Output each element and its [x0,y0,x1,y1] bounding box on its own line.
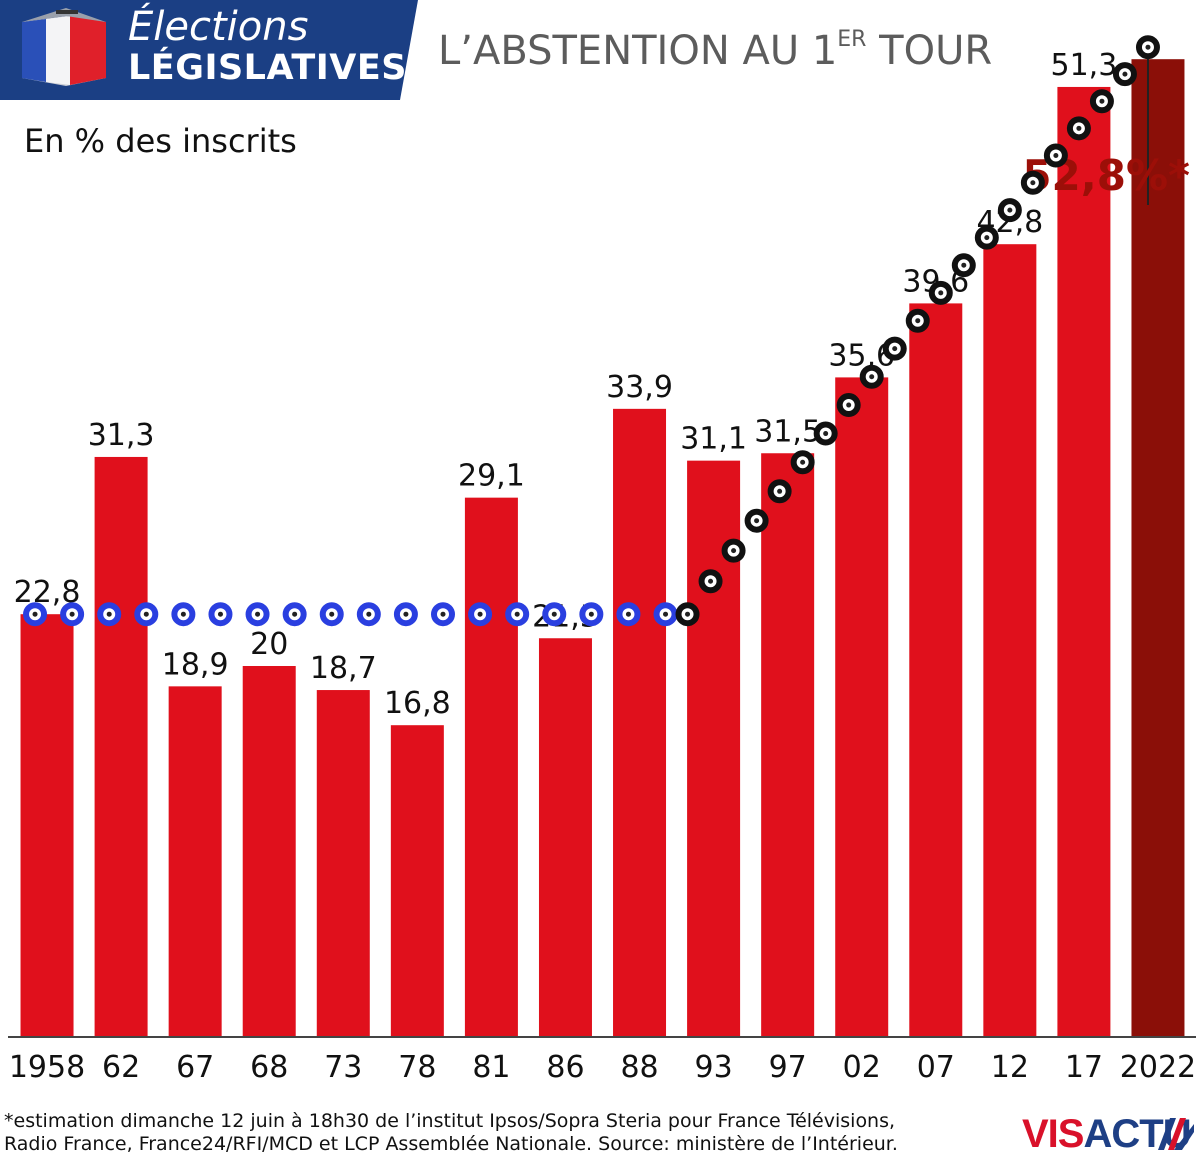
value-label: 29,1 [458,459,525,494]
trend-dot-center [984,235,990,241]
trend-dot-center [106,611,112,617]
value-label: 33,9 [606,370,673,405]
trend-dot-center [892,346,898,352]
value-label: 31,5 [754,414,821,449]
value-label: 18,9 [162,647,229,682]
footnote-line1: *estimation dimanche 12 juin à 18h30 de … [4,1110,896,1132]
x-tick-label: 97 [769,1050,807,1085]
trend-dot-center [1007,207,1013,213]
trend-dot-center [777,488,783,494]
title-main: L’ABSTENTION AU 1 [438,28,838,74]
bar-chart: 1958 62 67 68 73 78 81 86 88 93 97 02 07 12 17 202222,8… [8,35,1196,1085]
trend-dot-center [800,459,806,465]
x-tick-label: 67 [176,1050,214,1085]
trend-dot-center [625,611,631,617]
trend-dot-center [938,290,944,296]
value-label: 18,7 [310,651,377,686]
value-label: 51,3 [1051,48,1118,83]
bar-1958 [20,614,74,1036]
bar-02 [835,377,889,1036]
footnote-line2: Radio France, France24/RFI/MCD et LCP As… [4,1133,898,1155]
trend-dot-center [440,611,446,617]
bar-97 [761,453,815,1036]
value-label: 31,3 [88,418,155,453]
trend-dot-center [217,611,223,617]
trend-dot-center [1145,44,1151,50]
logo-flag-icon [1158,1118,1194,1150]
trend-dot-center [1122,71,1128,77]
bar-62 [94,456,148,1036]
x-tick-label: 02 [843,1050,881,1085]
ballot-box-icon [22,8,106,86]
bar-78 [390,725,444,1036]
bar-12 [983,244,1037,1036]
bar-88 [613,408,667,1037]
trend-dot-center [292,611,298,617]
value-label: 31,1 [680,422,747,457]
trend-dot-center [708,578,714,584]
x-tick-label: 73 [324,1050,362,1085]
logo-part1: VIS [1022,1112,1084,1156]
trend-dot-center [32,611,38,617]
badge-background [0,0,418,100]
header-badge: Élections LÉGISLATIVES [0,0,418,100]
trend-dot-center [143,611,149,617]
trend-dot-center [69,611,75,617]
x-tick-label: 81 [472,1050,510,1085]
bar-17 [1057,86,1111,1036]
badge-title-line2: LÉGISLATIVES [128,48,407,88]
title-superscript: ER [837,26,867,52]
x-tick-label: 12 [991,1050,1029,1085]
x-tick-label: 93 [695,1050,733,1085]
bar-81 [464,497,518,1036]
trend-dot-center [1076,125,1082,131]
trend-dot-center [754,518,760,524]
trend-dot-center [329,611,335,617]
value-label: 20 [250,627,288,662]
page-title: L’ABSTENTION AU 1ER TOUR [438,26,993,74]
trend-dot-center [961,262,967,268]
x-tick-label: 86 [546,1050,584,1085]
trend-dot-center [588,611,594,617]
x-tick-label: 17 [1065,1050,1103,1085]
bar-2022 [1131,59,1185,1036]
value-label: 16,8 [384,686,451,721]
title-end: TOUR [866,28,993,74]
trend-dot-center [180,611,186,617]
bar-67 [168,686,222,1036]
x-tick-label: 88 [620,1050,658,1085]
x-tick-label: 07 [917,1050,955,1085]
trend-dot-center [915,318,921,324]
trend-dot-center [1099,98,1105,104]
x-tick-label: 68 [250,1050,288,1085]
chart-subtitle: En % des inscrits [24,122,297,160]
bar-68 [242,666,296,1036]
trend-dot-center [869,374,875,380]
x-tick-label: 1958 [9,1050,85,1085]
trend-dot-center [685,611,691,617]
trend-dot-center [551,611,557,617]
x-tick-label: 62 [102,1050,140,1085]
badge-title-line1: Élections [128,4,309,50]
trend-dot-center [403,611,409,617]
trend-dot-center [846,402,852,408]
bar-73 [316,690,370,1036]
trend-dot-center [477,611,483,617]
trend-dot-center [366,611,372,617]
trend-dot-center [1030,180,1036,186]
trend-dot-center [255,611,261,617]
x-tick-label: 2022 [1120,1050,1196,1085]
trend-dot-center [663,611,669,617]
x-tick-label: 78 [398,1050,436,1085]
trend-dot-center [823,431,829,437]
footnote: *estimation dimanche 12 juin à 18h30 de … [4,1110,1004,1156]
trend-dot-center [731,548,737,554]
trend-dot-center [1053,153,1059,159]
trend-dot-center [514,611,520,617]
bar-86 [538,638,592,1036]
bar-07 [909,303,963,1036]
